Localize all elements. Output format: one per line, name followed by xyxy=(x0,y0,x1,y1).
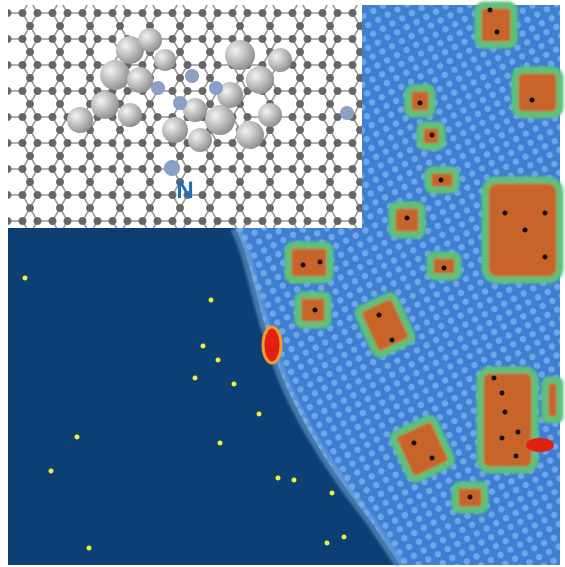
molecule xyxy=(67,28,354,176)
yellow-dots xyxy=(22,275,347,551)
black-dots xyxy=(300,7,548,500)
inset-model: N xyxy=(8,5,362,228)
molecule-patches xyxy=(284,1,564,514)
atom-label: N xyxy=(176,177,193,204)
